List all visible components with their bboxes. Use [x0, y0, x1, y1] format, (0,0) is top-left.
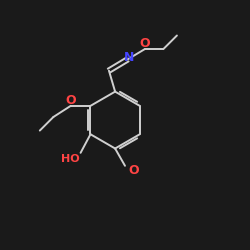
Text: O: O	[66, 94, 76, 107]
Text: O: O	[140, 37, 150, 50]
Text: O: O	[128, 164, 139, 177]
Text: HO: HO	[62, 154, 80, 164]
Text: N: N	[124, 51, 134, 64]
